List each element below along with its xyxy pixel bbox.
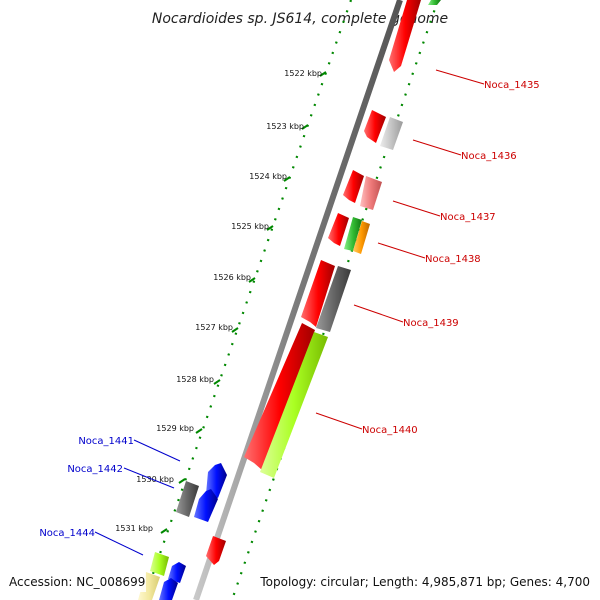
gene-label[interactable]: Noca_1444 (39, 528, 95, 539)
gene-feature[interactable] (343, 170, 364, 203)
map-title: Nocardioides sp. JS614, complete genome (152, 11, 448, 27)
label-leader-lines (94, 69, 485, 556)
gene-label[interactable]: Noca_1442 (67, 464, 123, 475)
gene-feature[interactable] (301, 260, 335, 327)
gene-feature[interactable] (389, 0, 421, 72)
scale-tick-labels: 1522 kbp 1523 kbp 1524 kbp 1525 kbp 1526… (115, 69, 322, 533)
gene-label[interactable]: Noca_1440 (362, 425, 418, 436)
gene-feature[interactable] (150, 552, 169, 576)
gene-feature[interactable] (344, 217, 362, 251)
inner-dotted-track (142, 0, 353, 600)
gene-label[interactable]: Noca_1435 (484, 80, 540, 91)
tick-label: 1529 kbp (156, 424, 194, 433)
gene-feature[interactable] (244, 323, 315, 470)
gene-label[interactable]: Noca_1438 (425, 254, 481, 265)
gene-feature[interactable] (260, 332, 328, 478)
topology-backdrop (258, 570, 594, 592)
gene-label[interactable]: Noca_1439 (403, 318, 459, 329)
gene-feature[interactable] (380, 117, 403, 150)
tick-label: 1528 kbp (176, 375, 214, 384)
gene-labels-left: Noca_1441 Noca_1442 Noca_1444 (39, 436, 134, 539)
tick-label: 1523 kbp (266, 122, 304, 131)
gene-feature[interactable] (353, 221, 370, 254)
accession-backdrop (4, 570, 146, 592)
tick-label: 1526 kbp (213, 273, 251, 282)
topology-text: Topology: circular; Length: 4,985,871 bp… (259, 575, 590, 589)
tick-label: 1525 kbp (231, 222, 269, 231)
gene-feature[interactable] (428, 0, 441, 5)
tick-label: 1527 kbp (195, 323, 233, 332)
tick-label: 1530 kbp (136, 475, 174, 484)
gene-feature[interactable] (176, 481, 199, 517)
gene-feature[interactable] (364, 110, 386, 143)
tick-label: 1524 kbp (249, 172, 287, 181)
tick-label: 1522 kbp (284, 69, 322, 78)
gene-label[interactable]: Noca_1437 (440, 212, 496, 223)
outer-dotted-track (230, 0, 440, 600)
scale-ticks (160, 71, 327, 534)
gene-feature[interactable] (194, 489, 218, 522)
genome-backbone (193, 0, 403, 600)
gene-feature[interactable] (138, 572, 160, 600)
gene-feature[interactable] (159, 578, 178, 600)
gene-feature[interactable] (316, 266, 351, 332)
gene-feature[interactable] (328, 213, 349, 246)
accession-text: Accession: NC_008699 (9, 575, 145, 589)
gene-label[interactable]: Noca_1436 (461, 151, 517, 162)
gene-feature[interactable] (168, 562, 186, 583)
gene-labels-right: Noca_1435 Noca_1436 Noca_1437 Noca_1438 … (362, 80, 540, 436)
gene-label[interactable]: Noca_1441 (78, 436, 134, 447)
tick-label: 1531 kbp (115, 524, 153, 533)
gene-feature[interactable] (206, 463, 227, 498)
gene-feature[interactable] (360, 176, 382, 210)
gene-features (138, 0, 441, 600)
gene-feature[interactable] (206, 536, 226, 565)
